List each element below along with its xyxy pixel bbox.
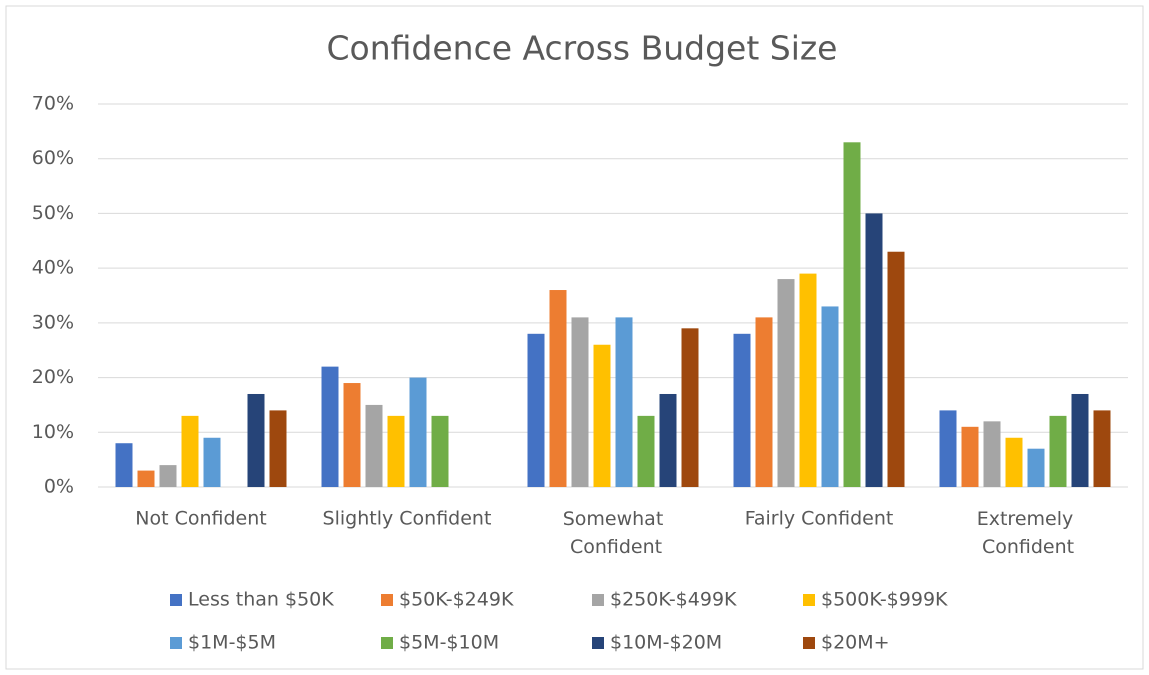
bar [593,344,611,487]
legend-label: $50K-$249K [399,589,514,611]
bar [115,443,133,487]
bar [777,279,795,487]
y-tick-label: 20% [32,366,74,388]
bar [159,465,177,487]
bar [755,317,773,487]
bar [983,421,1001,487]
y-tick-label: 30% [32,311,74,333]
legend-label: $1M-$5M [188,632,276,654]
bar [1049,415,1067,487]
y-tick-label: 70% [32,93,74,115]
bar [269,410,287,487]
legend-label: Less than $50K [188,589,334,611]
x-tick-label: Somewhat Confident [563,508,664,558]
bar [1071,393,1089,487]
legend-label: $5M-$10M [399,632,499,654]
bar [961,426,979,487]
x-tick-label: Extremely Confident [976,508,1074,558]
legend-swatch [803,594,815,606]
bar [431,415,449,487]
bar [733,333,751,487]
bar [1005,437,1023,487]
bar [203,437,221,487]
legend-label: $10M-$20M [610,632,722,654]
bar [527,333,545,487]
legend-swatch [170,594,182,606]
y-tick-label: 50% [32,202,74,224]
chart-title: Confidence Across Budget Size [326,29,837,68]
legend-label: $20M+ [821,632,890,654]
bar [659,393,677,487]
bar [365,404,383,487]
y-tick-label: 10% [32,421,74,443]
x-tick-label: Not Confident [135,508,266,530]
bar [387,415,405,487]
bar [799,273,817,487]
legend-swatch [381,594,393,606]
bar [247,393,265,487]
y-tick-label: 60% [32,147,74,169]
bar [343,383,361,487]
bar [571,317,589,487]
legend-swatch [592,637,604,649]
y-tick-label: 0% [44,476,74,498]
bar [821,306,839,487]
bar [1093,410,1111,487]
bar [615,317,633,487]
bar [409,377,427,487]
legend-swatch [803,637,815,649]
bar [681,328,699,487]
bar [939,410,957,487]
bar [1027,448,1045,487]
bar [637,415,655,487]
bar [137,470,155,487]
legend-swatch [170,637,182,649]
x-tick-label: Fairly Confident [745,508,894,530]
legend-swatch [381,637,393,649]
bar [887,251,905,487]
legend-label: $500K-$999K [821,589,948,611]
bar [865,213,883,487]
bar [843,142,861,488]
bar [181,415,199,487]
legend-swatch [592,594,604,606]
bar [321,366,339,487]
bar [549,290,567,487]
y-tick-label: 40% [32,257,74,279]
legend-label: $250K-$499K [610,589,737,611]
x-tick-label: Slightly Confident [323,508,492,530]
